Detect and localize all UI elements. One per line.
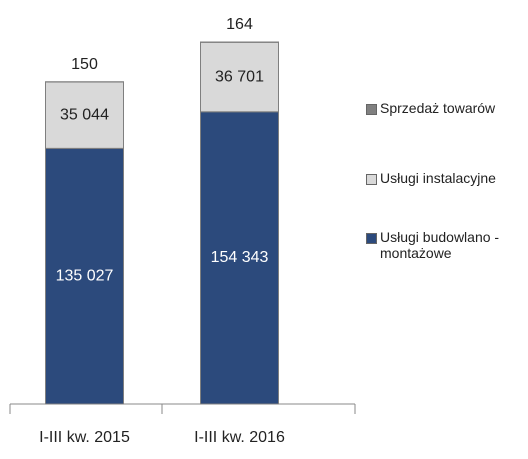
bar-segment [200,111,279,405]
data-label: 135 027 [56,267,114,284]
data-label: 154 343 [211,249,269,266]
legend-label: Sprzedaż towarów [380,100,496,116]
data-label: 150 [71,56,98,73]
x-tick-label: I-III kw. 2015 [39,429,130,446]
bar-segment [45,147,124,405]
data-label: 164 [226,16,253,33]
data-label: 36 701 [215,68,264,85]
bar-segment [200,41,279,113]
legend-swatch [366,233,377,244]
legend-swatch [366,174,377,185]
legend-item: Usługi budowlano - montażowe [366,229,516,261]
legend-item: Sprzedaż towarów [366,100,516,116]
x-tick-label: I-III kw. 2016 [194,429,285,446]
data-label: 35 044 [60,106,109,123]
legend-label: Usługi budowlano - montażowe [380,229,500,261]
legend-label: Usługi instalacyjne [380,170,496,186]
legend-item: Usługi instalacyjne [366,170,516,186]
bar-segment [45,81,124,149]
legend-swatch [366,104,377,115]
